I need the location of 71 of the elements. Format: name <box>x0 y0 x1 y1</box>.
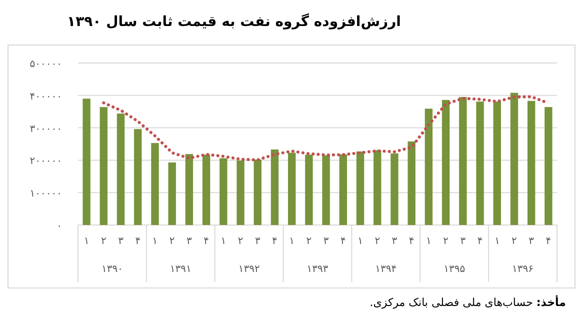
text: ۱۳۹۰ <box>101 264 123 275</box>
bar <box>82 98 90 225</box>
bar <box>544 107 552 225</box>
y-tick-label: ۲۰۰۰۰۰ <box>30 156 62 168</box>
x-tick-label: ۴ <box>204 236 209 247</box>
bar <box>305 154 313 225</box>
bar <box>442 100 450 225</box>
x-tick-label: ۴ <box>408 236 414 247</box>
bar <box>270 150 279 225</box>
x-tick-label: ۱ <box>84 236 90 247</box>
bar <box>374 150 382 225</box>
bar <box>339 154 348 225</box>
x-tick-label: ۱ <box>289 236 295 247</box>
x-tick-label: ۳ <box>118 236 124 247</box>
text: ۱۳۹۶ <box>512 264 534 275</box>
x-tick-label: ۴ <box>546 236 552 247</box>
bar <box>493 102 501 225</box>
text: ۱۳۹۲ <box>238 264 260 275</box>
x-tick-label: ۱ <box>152 236 158 247</box>
text: ۱۳۹۵ <box>444 264 466 275</box>
x-tick-label: ۳ <box>323 236 330 247</box>
x-tick-label: ۴ <box>477 236 483 247</box>
x-tick-label: ۴ <box>340 236 346 247</box>
text: ۱۳۹۳ <box>306 264 329 275</box>
x-tick-label: ۲ <box>238 236 244 247</box>
text: ۱۳۹۱ <box>170 264 192 275</box>
y-tick-label: ۵۰۰۰۰۰ <box>30 59 62 70</box>
y-tick-label: ۰ <box>56 221 62 232</box>
x-tick-label: ۲ <box>374 236 380 247</box>
x-tick-label: ۱ <box>220 236 226 247</box>
bar <box>254 160 262 225</box>
x-tick-label: ۳ <box>254 236 261 247</box>
x-tick-label: ۴ <box>272 236 278 247</box>
bar <box>356 151 364 225</box>
x-tick-label: ۲ <box>512 236 517 247</box>
bar <box>510 92 518 225</box>
y-tick-label: ۱۰۰۰۰۰ <box>30 188 62 200</box>
x-tick-label: ۱ <box>494 236 500 247</box>
bar <box>408 141 416 225</box>
bar <box>151 143 159 225</box>
chart-title: ارزش‌افزوده گروه نفت به قیمت ثابت سال ۱۳۹۰ <box>67 13 401 30</box>
x-tick-label: ۳ <box>528 236 535 247</box>
text: مأخذ: حساب‌های ملی فصلی بانک مرکزی. <box>370 295 566 309</box>
bar <box>527 100 536 225</box>
x-tick-label: ۱ <box>358 236 363 247</box>
y-tick-label: ۳۰۰۰۰۰ <box>30 124 62 135</box>
bar <box>202 154 210 225</box>
bar <box>459 97 467 225</box>
bar <box>390 153 398 225</box>
bar <box>220 158 228 225</box>
x-tick-label: ۲ <box>100 236 106 247</box>
bar <box>476 102 484 225</box>
x-tick-label: ۱ <box>426 236 432 247</box>
bar <box>288 152 296 225</box>
y-tick-label: ۴۰۰۰۰۰ <box>30 91 62 102</box>
bar <box>100 107 108 225</box>
bar <box>322 155 330 225</box>
x-tick-label: ۳ <box>392 236 398 247</box>
x-tick-label: ۲ <box>443 236 448 247</box>
x-tick-label: ۲ <box>169 236 175 247</box>
x-tick-label: ۳ <box>460 236 466 247</box>
text: ۱۳۹۴ <box>375 264 397 275</box>
bar <box>116 114 125 225</box>
x-tick-label: ۳ <box>186 236 193 247</box>
bar <box>134 129 142 225</box>
x-tick-label: ۴ <box>135 236 141 247</box>
x-tick-label: ۲ <box>306 236 312 247</box>
bar <box>185 154 194 225</box>
bar <box>236 160 244 225</box>
bar <box>424 108 433 225</box>
bar <box>168 162 176 225</box>
